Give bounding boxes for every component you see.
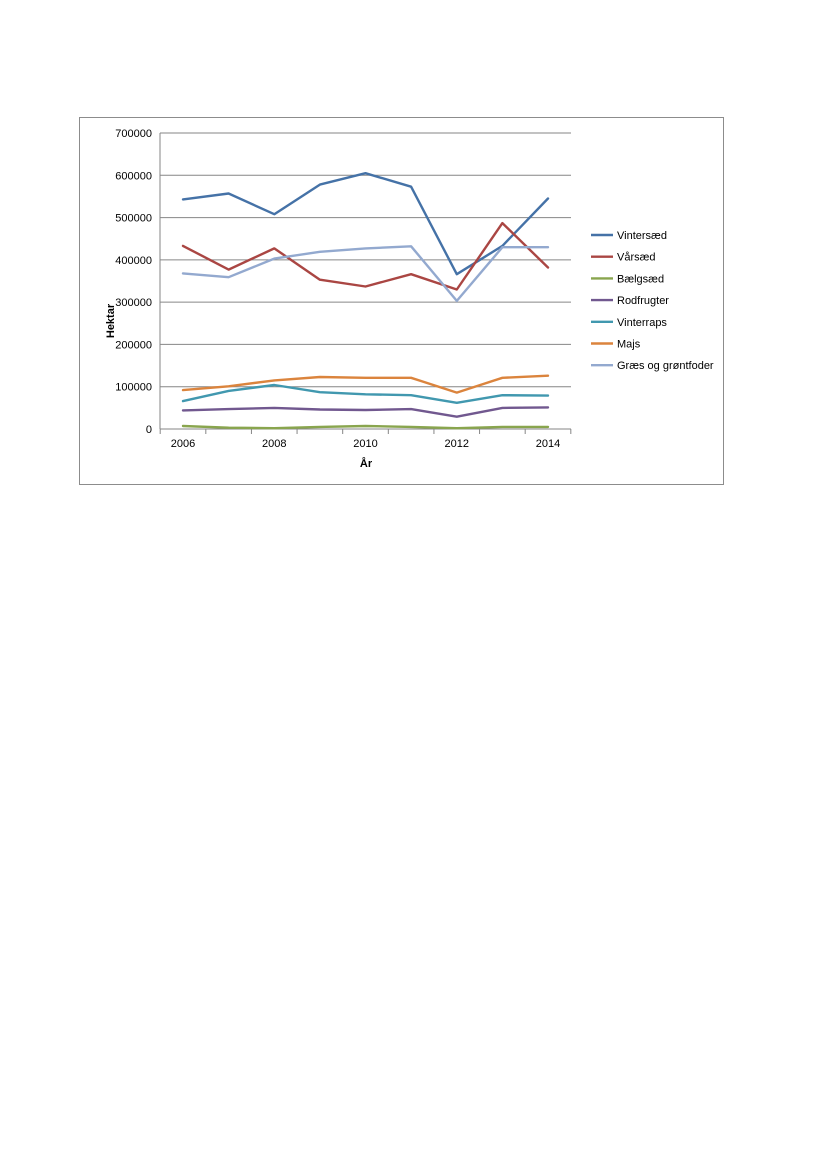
x-tick-label: 2006	[171, 438, 195, 450]
axis-layer: 0 100000 200000 300000 400000 500000 600000 700…	[115, 128, 572, 450]
legend-label: Majs	[617, 339, 641, 351]
legend: Vintersæd Vårsæd Bælgsæd Rodfrugter Vinterra…	[591, 230, 714, 372]
x-tick-label: 2012	[445, 438, 469, 450]
x-tick-label: 2008	[262, 438, 286, 450]
y-tick-label: 200000	[115, 339, 152, 351]
x-tick-label: 2010	[353, 438, 377, 450]
series-line-rodfrugter	[181, 406, 550, 418]
grid-layer	[160, 132, 571, 388]
y-tick-label: 600000	[115, 170, 152, 182]
y-tick-label: 700000	[115, 128, 152, 140]
y-tick-label: 500000	[115, 213, 152, 225]
legend-label: Vårsæd	[617, 252, 656, 264]
legend-label: Bælgsæd	[617, 273, 664, 285]
y-tick-label: 0	[146, 424, 152, 436]
chart-frame: 0 100000 200000 300000 400000 500000 600000 700…	[79, 117, 724, 485]
y-tick-label: 100000	[115, 382, 152, 394]
series-line-vinterraps	[181, 383, 550, 404]
series-line-va-rs-d	[181, 221, 550, 291]
line-chart: 0 100000 200000 300000 400000 500000 600000 700…	[105, 128, 714, 470]
x-axis-title: År	[360, 457, 373, 470]
y-tick-label: 300000	[115, 297, 152, 309]
series-layer	[181, 172, 550, 430]
y-tick-label: 400000	[115, 255, 152, 267]
series-line-vinters-d	[181, 172, 550, 276]
x-tick-label: 2014	[536, 438, 560, 450]
legend-label: Vinterraps	[617, 317, 667, 329]
legend-label: Græs og grøntfoder	[617, 360, 714, 372]
series-line-b-lgs-d	[181, 424, 550, 430]
legend-label: Vintersæd	[617, 230, 667, 242]
series-line-gr-s-og-gr-ntfoder	[181, 245, 550, 303]
series-line-majs	[181, 374, 550, 394]
y-axis-title: Hektar	[105, 303, 117, 338]
legend-label: Rodfrugter	[617, 295, 669, 307]
